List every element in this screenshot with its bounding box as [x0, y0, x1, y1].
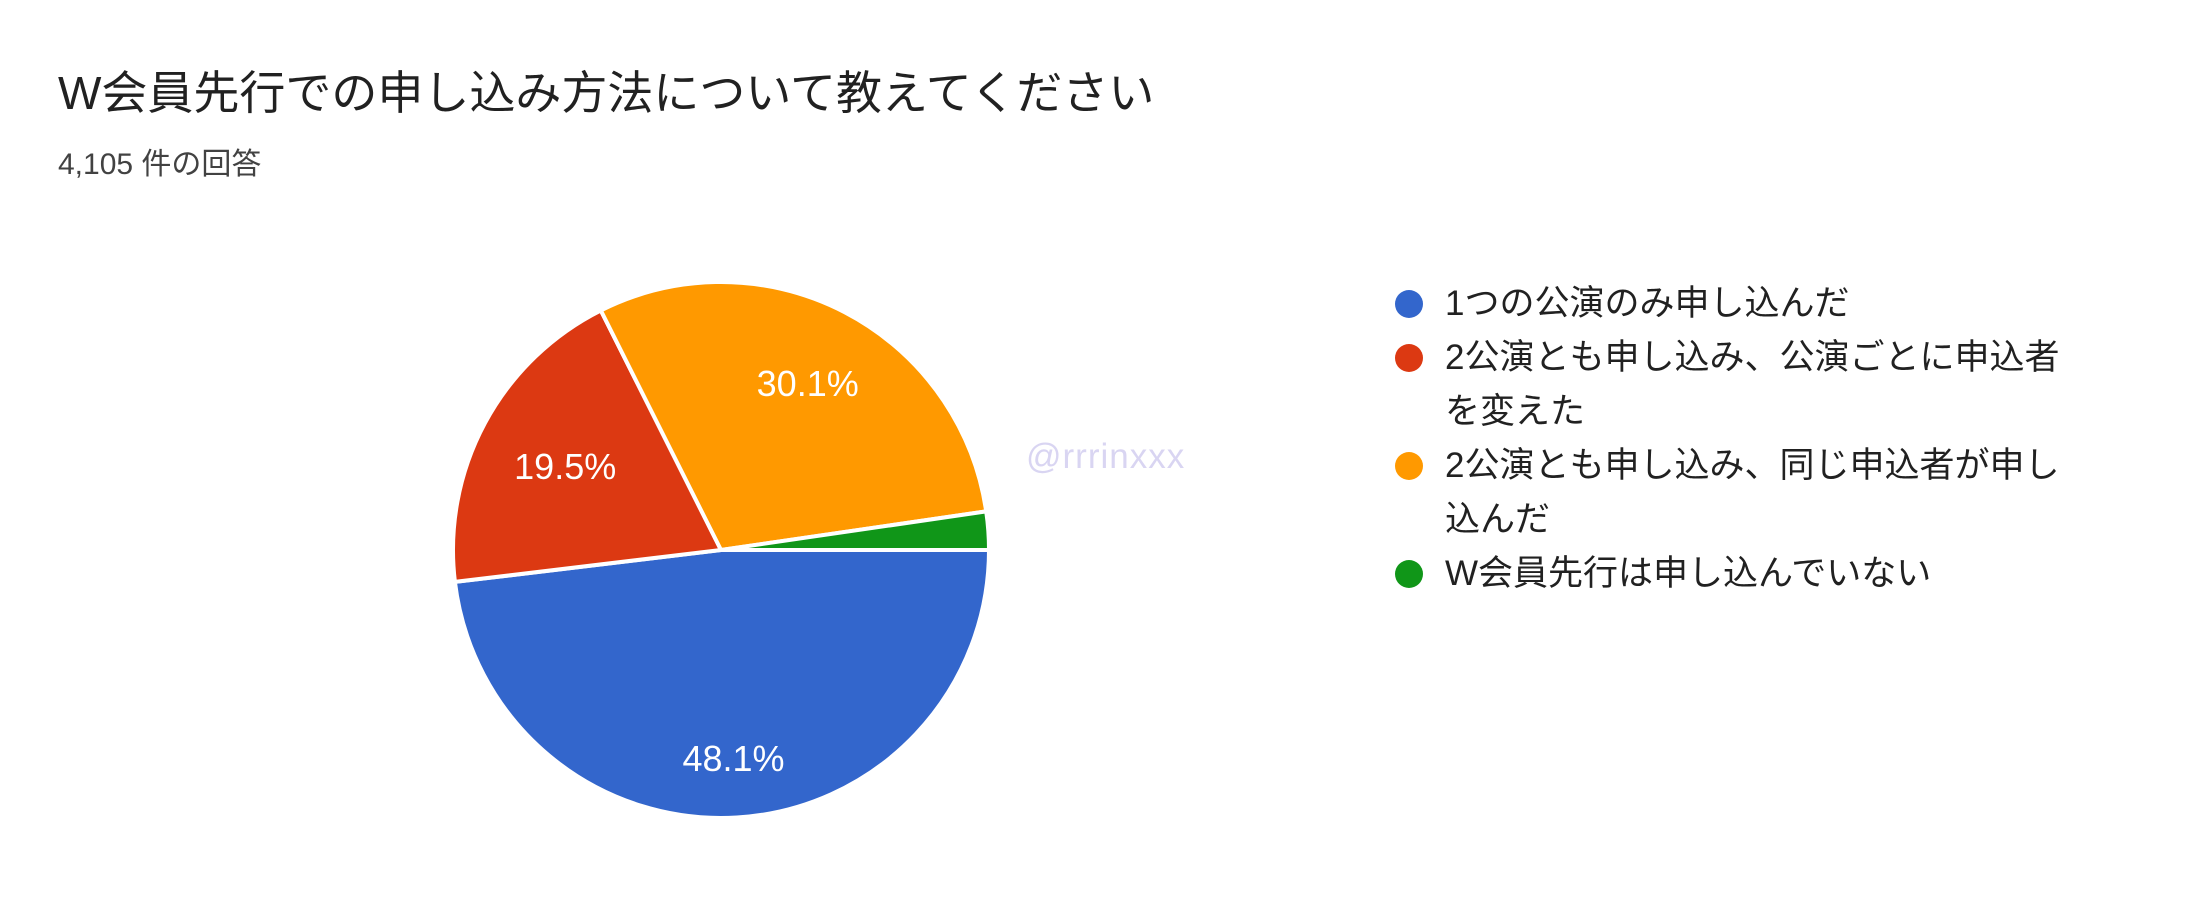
legend-item-0: 1つの公演のみ申し込んだ [1395, 277, 2115, 331]
legend-item-2: 2公演とも申し込み、同じ申込者が申し 込んだ [1395, 439, 2115, 547]
slice-label-1: 19.5% [514, 446, 616, 487]
slice-label-2: 30.1% [757, 363, 859, 404]
watermark-text: @rrrinxxx [1026, 437, 1186, 476]
legend-item-3: W会員先行は申し込んでいない [1395, 547, 2115, 601]
chart-legend: 1つの公演のみ申し込んだ 2公演とも申し込み、公演ごとに申込者 を変えた 2公演… [1395, 277, 2115, 601]
slice-label-0: 48.1% [682, 738, 784, 779]
legend-swatch-circle [1395, 290, 1423, 318]
legend-item-1: 2公演とも申し込み、公演ごとに申込者 を変えた [1395, 331, 2115, 439]
pie-chart-svg: 48.1% 19.5% 30.1% [451, 280, 992, 820]
pie-slice-3[interactable] [719, 509, 992, 552]
legend-label: W会員先行は申し込んでいない [1445, 554, 1932, 593]
page-title: W会員先行での申し込み方法について教えてください [58, 67, 1155, 119]
response-count: 4,105 件の回答 [58, 148, 262, 181]
legend-swatch-circle [1395, 452, 1423, 480]
legend-swatch-circle [1395, 560, 1423, 588]
pie-slice-1[interactable] [451, 308, 723, 584]
legend-label: 2公演とも申し込み、同じ申込者が申し 込んだ [1445, 446, 2060, 539]
legend-label: 2公演とも申し込み、公演ごとに申込者 を変えた [1445, 338, 2060, 431]
legend-label: 1つの公演のみ申し込んだ [1445, 284, 1850, 323]
pie-slice-0[interactable] [452, 548, 991, 820]
pie-slice-2[interactable] [598, 280, 989, 552]
legend-swatch-circle [1395, 344, 1423, 372]
pie-chart: 48.1% 19.5% 30.1% [441, 270, 1001, 830]
